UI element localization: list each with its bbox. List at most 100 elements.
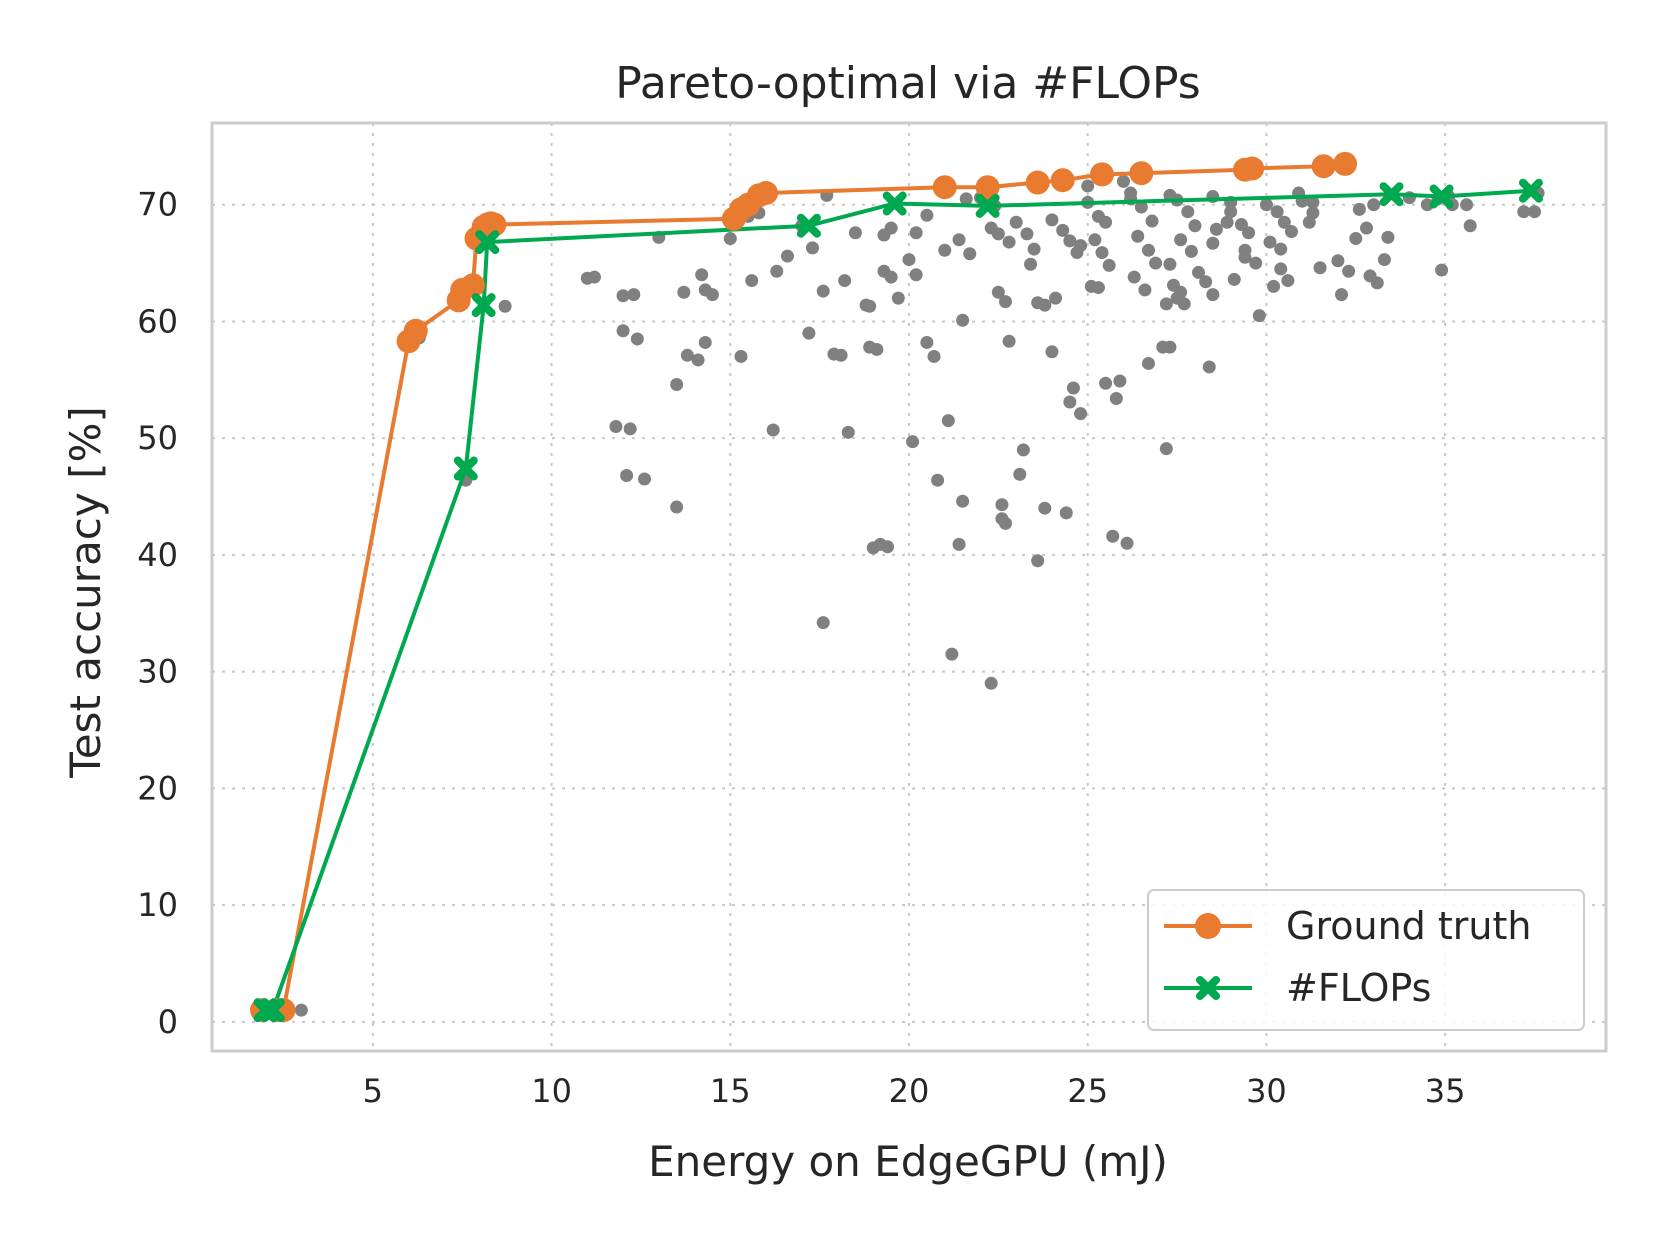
y-tick-label: 0: [158, 1003, 178, 1041]
y-tick-label: 50: [137, 419, 178, 457]
scatter-point: [999, 516, 1013, 530]
scatter-point: [1360, 221, 1374, 235]
scatter-point: [995, 498, 1009, 512]
y-tick-label: 20: [137, 769, 178, 807]
x-axis-label: Energy on EdgeGPU (mJ): [648, 1137, 1168, 1186]
legend-ground-truth-label: Ground truth: [1286, 904, 1531, 948]
scatter-point: [1227, 272, 1241, 286]
x-axis-ticks: 5 10 15 20 25 30 35: [363, 1072, 1466, 1110]
scatter-point: [766, 423, 780, 437]
flops-point: [1379, 182, 1404, 207]
scatter-point: [945, 647, 959, 661]
scatter-point: [1263, 235, 1277, 249]
scatter-point: [1066, 381, 1080, 395]
scatter-point: [1116, 174, 1130, 188]
scatter-point: [1517, 205, 1531, 219]
scatter-point: [1202, 360, 1216, 374]
scatter-point: [956, 494, 970, 508]
scatter-point: [1163, 340, 1177, 354]
scatter-point: [1331, 254, 1345, 268]
scatter-point: [780, 249, 794, 263]
scatter-point: [1206, 288, 1220, 302]
x-tick-label: 15: [710, 1072, 751, 1110]
scatter-point: [1306, 195, 1320, 209]
scatter-point: [963, 247, 977, 261]
scatter-point: [956, 313, 970, 327]
y-tick-label: 60: [137, 302, 178, 340]
scatter-point: [1063, 234, 1077, 248]
ground-truth-point: [1050, 168, 1075, 193]
ground-truth-point: [1090, 162, 1115, 187]
scatter-point: [1249, 256, 1263, 270]
ground-truth-point: [403, 318, 428, 343]
ground-truth-point: [754, 181, 779, 206]
scatter-point: [723, 232, 737, 246]
scatter-point: [1045, 213, 1059, 227]
ground-truth-point: [1240, 156, 1265, 181]
scatter-point: [1020, 227, 1034, 241]
scatter-point: [623, 422, 637, 436]
scatter-point: [1284, 225, 1298, 239]
scatter-point: [698, 335, 712, 349]
scatter-point: [734, 349, 748, 363]
scatter-point: [1192, 265, 1206, 279]
scatter-point: [1106, 529, 1120, 543]
scatter-point: [870, 342, 884, 356]
scatter-point: [498, 299, 512, 313]
scatter-point: [770, 264, 784, 278]
scatter-point: [1099, 376, 1113, 390]
scatter-point: [941, 414, 955, 428]
scatter-point: [670, 500, 684, 514]
scatter-point: [1141, 356, 1155, 370]
scatter-point: [1002, 235, 1016, 249]
scatter-point: [745, 274, 759, 288]
scatter-point: [1063, 395, 1077, 409]
flops-point: [1518, 178, 1543, 203]
scatter-point: [1352, 202, 1366, 216]
scatter-point: [920, 335, 934, 349]
scatter-point: [952, 537, 966, 551]
scatter-point: [816, 284, 830, 298]
scatter-point: [1159, 442, 1173, 456]
scatter-point: [677, 285, 691, 299]
scatter-point: [1138, 283, 1152, 297]
scatter-point: [1038, 298, 1052, 312]
scatter-point: [909, 226, 923, 240]
scatter-point: [1113, 374, 1127, 388]
scatter-point: [1109, 391, 1123, 405]
scatter-point: [1074, 239, 1088, 253]
scatter-point: [881, 540, 895, 554]
ground-truth-point: [975, 175, 1000, 200]
scatter-point: [637, 472, 651, 486]
scatter-point: [1188, 219, 1202, 233]
scatter-point: [1074, 407, 1088, 421]
scatter-point: [705, 288, 719, 302]
scatter-point: [1181, 205, 1195, 219]
scatter-point: [906, 435, 920, 449]
x-tick-label: 30: [1246, 1072, 1287, 1110]
scatter-point: [1224, 205, 1238, 219]
scatter-point: [1277, 215, 1291, 229]
y-tick-label: 10: [137, 886, 178, 924]
scatter-point: [841, 425, 855, 439]
flops-point: [975, 193, 1000, 218]
scatter-point: [1220, 215, 1234, 229]
scatter-point: [1013, 467, 1027, 481]
scatter-point: [1274, 262, 1288, 276]
scatter-point: [816, 616, 830, 630]
scatter-point: [1049, 291, 1063, 305]
y-tick-label: 30: [137, 653, 178, 691]
scatter-point: [1267, 279, 1281, 293]
scatter-point: [609, 419, 623, 433]
scatter-point: [1045, 345, 1059, 359]
flops-point: [471, 293, 496, 318]
scatter-point: [1377, 253, 1391, 267]
scatter-point: [587, 270, 601, 284]
scatter-point: [920, 208, 934, 222]
scatter-point: [805, 241, 819, 255]
scatter-point: [630, 332, 644, 346]
scatter-point: [1127, 270, 1141, 284]
scatter-point: [1163, 257, 1177, 271]
ground-truth-point: [482, 212, 507, 237]
